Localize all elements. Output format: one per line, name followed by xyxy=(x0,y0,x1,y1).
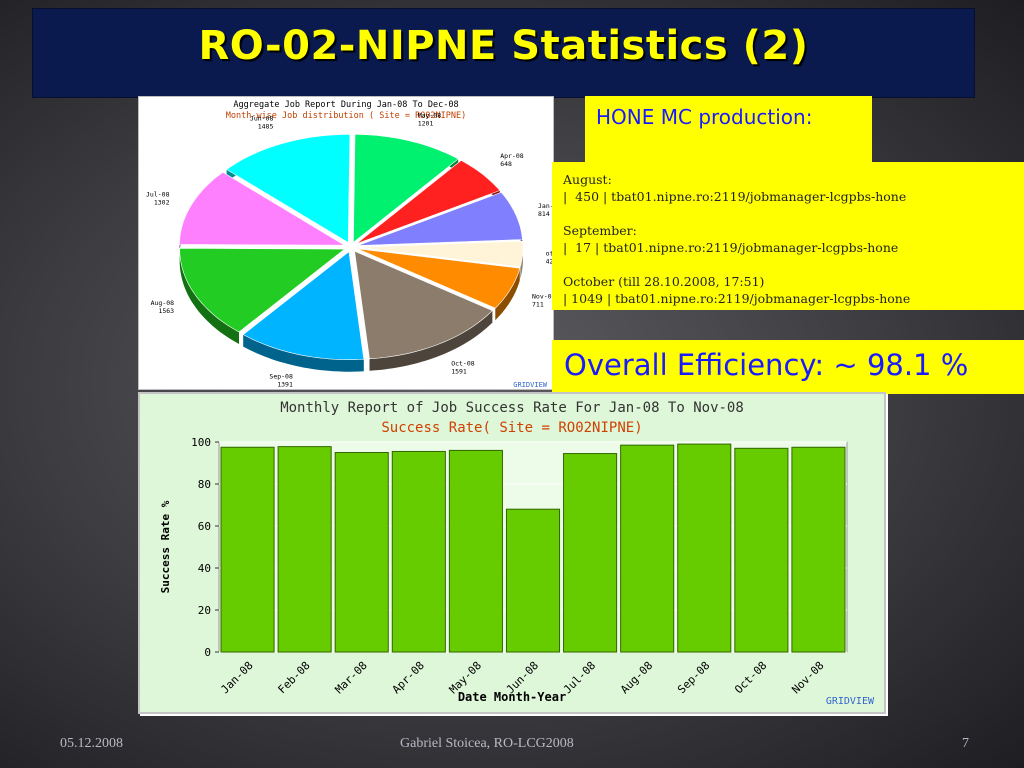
y-tick-label: 60 xyxy=(198,520,211,533)
hone-box: HONE MC production: xyxy=(585,96,872,162)
bar xyxy=(334,452,389,653)
pie-slice-value: 814 xyxy=(538,210,550,218)
pie-slice-value: 648 xyxy=(500,160,512,168)
pie-slice xyxy=(354,250,493,360)
slide-title: RO-02-NIPNE Statistics (2) xyxy=(198,23,809,69)
footer-date: 05.12.2008 xyxy=(60,736,123,751)
pie-chart: Aggregate Job Report During Jan-08 To De… xyxy=(146,100,553,389)
x-axis-label: Date Month-Year xyxy=(458,690,566,704)
log-line: August: xyxy=(563,172,612,187)
bar xyxy=(505,508,561,653)
log-line: | 17 | tbat01.nipne.ro:2119/jobmanager-l… xyxy=(563,240,899,255)
efficiency-text: Overall Efficiency: ~ 98.1 % xyxy=(564,348,969,382)
pie-slice-side xyxy=(520,241,523,279)
pie-slice-value: 421 xyxy=(546,258,553,266)
pie-slice-label: Nov-08 xyxy=(532,292,553,300)
x-tick-label: Mar-08 xyxy=(333,659,370,696)
pie-slice xyxy=(242,251,365,360)
pie-slice xyxy=(357,240,524,268)
bar xyxy=(791,446,846,653)
pie-slice-value: 1563 xyxy=(158,307,174,315)
pie-slice-label: Jan-08 xyxy=(538,202,553,210)
log-line: | 450 | tbat01.nipne.ro:2119/jobmanager-… xyxy=(563,189,907,204)
slide-title-bar: RO-02-NIPNE Statistics (2) xyxy=(32,8,975,98)
x-tick-label: Apr-08 xyxy=(390,659,427,696)
hone-label: HONE MC production: xyxy=(596,105,813,129)
efficiency-box: Overall Efficiency: ~ 98.1 % xyxy=(552,340,1024,394)
footer-page: 7 xyxy=(962,736,969,751)
bar-watermark: GRIDVIEW xyxy=(826,696,875,707)
pie-slice-value: 1485 xyxy=(258,122,274,130)
bar-chart-panel: Monthly Report of Job Success Rate For J… xyxy=(138,392,886,714)
pie-title: Aggregate Job Report During Jan-08 To De… xyxy=(233,100,458,110)
pie-slice-label: Sep-08 xyxy=(269,373,293,381)
pie-slice-label: Oct-08 xyxy=(451,359,475,367)
pie-slice xyxy=(179,247,346,333)
pie-slice-value: 1302 xyxy=(154,199,170,207)
pie-slice xyxy=(353,134,459,244)
pie-slice-label: Apr-08 xyxy=(500,152,524,160)
log-line xyxy=(563,205,910,222)
y-tick-label: 20 xyxy=(198,604,211,617)
pie-chart-panel: Aggregate Job Report During Jan-08 To De… xyxy=(138,96,554,390)
bar xyxy=(677,443,732,653)
x-tick-label: Feb-08 xyxy=(275,659,312,696)
bar xyxy=(448,449,503,653)
bar xyxy=(620,444,675,653)
x-tick-label: Sep-08 xyxy=(675,659,712,696)
pie-slice-label: Aug-08 xyxy=(151,299,175,307)
x-tick-label: Oct-08 xyxy=(732,659,769,696)
footer-author: Gabriel Stoicea, RO-LCG2008 xyxy=(400,736,574,751)
log-text: August: | 450 | tbat01.nipne.ro:2119/jobm… xyxy=(563,171,910,307)
bar xyxy=(563,453,618,653)
pie-slice-label: others(2) xyxy=(546,250,553,258)
x-tick-label: Nov-08 xyxy=(789,659,826,696)
bar xyxy=(277,446,332,653)
bar xyxy=(391,450,446,653)
bar-chart: Monthly Report of Job Success Rate For J… xyxy=(159,400,875,707)
log-line xyxy=(563,256,910,273)
y-axis-label: Success Rate % xyxy=(159,500,172,593)
log-box: August: | 450 | tbat01.nipne.ro:2119/jobm… xyxy=(552,162,1024,310)
pie-slice xyxy=(356,160,501,245)
pie-slice xyxy=(357,191,523,246)
pie-slice-side xyxy=(179,248,239,344)
y-tick-label: 80 xyxy=(198,478,211,491)
y-tick-label: 0 xyxy=(204,646,211,659)
pie-slice-value: 1391 xyxy=(277,381,293,389)
pie-slice-value: 1201 xyxy=(418,119,434,127)
pie-slice-label: Jun-08 xyxy=(250,114,274,122)
bar-subtitle: Success Rate( Site = RO02NIPNE) xyxy=(381,420,642,436)
pie-slice-side xyxy=(243,334,364,372)
pie-slice xyxy=(179,171,346,246)
log-line: September: xyxy=(563,223,637,238)
bar xyxy=(734,447,789,653)
x-tick-label: Jan-08 xyxy=(218,659,255,696)
x-tick-label: Aug-08 xyxy=(618,659,655,696)
bar-title: Monthly Report of Job Success Rate For J… xyxy=(280,400,744,416)
log-line: October (till 28.10.2008, 17:51) xyxy=(563,274,765,289)
y-tick-label: 100 xyxy=(191,436,211,449)
pie-slice-side xyxy=(369,310,493,371)
pie-slice-label: May-08 xyxy=(418,111,442,119)
pie-slice-value: 1591 xyxy=(451,367,467,375)
pie-slice-label: Jul-08 xyxy=(146,191,170,199)
pie-subtitle: Month-wise Job distribution ( Site = RO0… xyxy=(226,111,467,121)
pie-slice xyxy=(226,134,351,244)
bar xyxy=(220,446,275,653)
pie-slice-value: 711 xyxy=(532,300,544,308)
pie-watermark: GRIDVIEW xyxy=(513,381,548,389)
pie-slice xyxy=(357,248,521,309)
y-tick-label: 40 xyxy=(198,562,211,575)
log-line: | 1049 | tbat01.nipne.ro:2119/jobmanager… xyxy=(563,291,911,306)
x-tick-label: Jul-08 xyxy=(561,659,598,696)
